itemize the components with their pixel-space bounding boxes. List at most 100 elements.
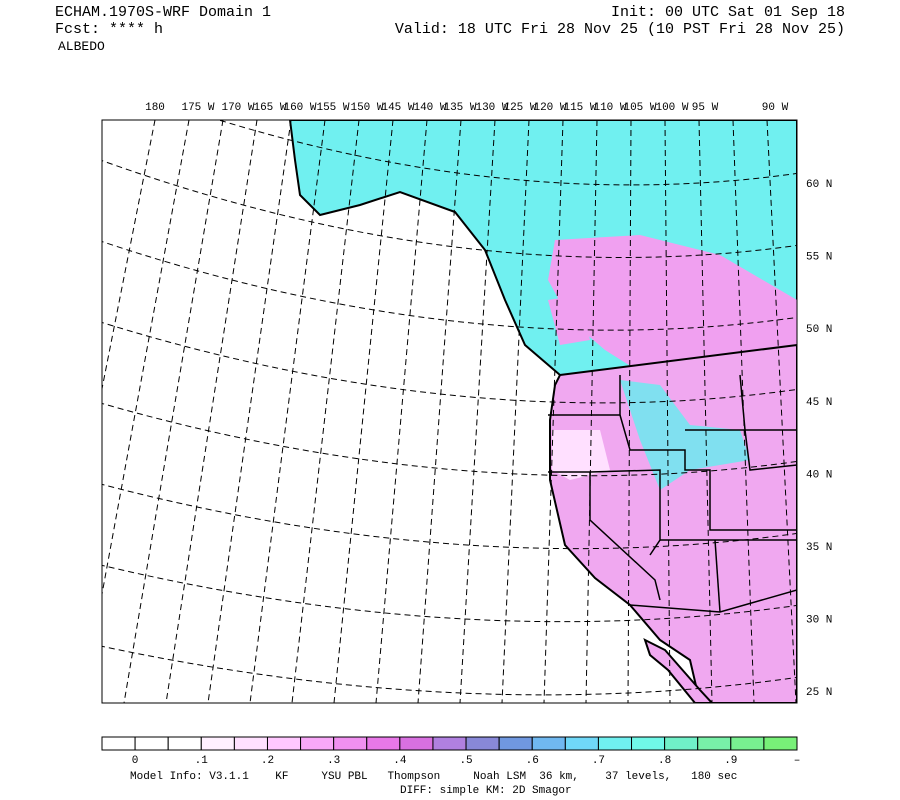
meridian <box>417 120 462 703</box>
colorbar-swatch <box>763 736 798 751</box>
lat-label: 55 N <box>806 252 832 264</box>
lon-label: 155 W <box>316 102 349 114</box>
colorbar-swatch <box>266 736 302 751</box>
colorbar-label: .3 <box>327 755 340 767</box>
meridian <box>291 120 360 703</box>
colorbar-swatch <box>597 736 633 751</box>
meridian <box>766 120 797 703</box>
colorbar-label: .4 <box>393 755 407 767</box>
lon-label: 140 W <box>413 102 446 114</box>
lon-label: 120 W <box>533 102 566 114</box>
colorbar-swatch <box>531 736 566 751</box>
parallel <box>102 483 797 550</box>
lon-label: 110 W <box>593 102 626 114</box>
footer: Model Info: V3.1.1 KF YSU PBL Thompson N… <box>130 771 737 783</box>
lon-label: 135 W <box>443 102 476 114</box>
lat-label: 60 N <box>806 179 832 191</box>
map-frame <box>101 119 798 704</box>
colorbar-swatch <box>200 736 235 751</box>
lon-label: 125 W <box>503 102 536 114</box>
colorbar-swatch <box>134 736 169 751</box>
lon-label: 165 W <box>253 102 286 114</box>
colorbar-label: 0 <box>132 755 139 767</box>
border <box>714 539 721 613</box>
lon-label: 90 W <box>762 102 789 114</box>
lat-label: 30 N <box>806 615 832 627</box>
parallel <box>102 564 797 623</box>
footer: DIFF: simple KM: 2D Smagor <box>400 785 572 797</box>
graticule <box>102 120 797 703</box>
baja <box>643 638 714 703</box>
parallel <box>102 402 797 477</box>
colorbar-swatch <box>631 736 666 751</box>
colorbar-swatch <box>432 736 467 751</box>
lat-label: 45 N <box>806 397 832 409</box>
lon-label: 130 W <box>475 102 508 114</box>
header-left: Fcst: **** h <box>55 21 163 38</box>
border <box>685 429 797 471</box>
lon-label: 95 W <box>692 102 719 114</box>
meridian <box>333 120 394 703</box>
colorbar-swatch <box>697 736 732 751</box>
colorbar-swatch <box>300 736 335 751</box>
lon-label: 105 W <box>623 102 656 114</box>
lat-label: 50 N <box>806 324 832 336</box>
lon-label: 160 W <box>283 102 316 114</box>
parallel <box>102 321 797 404</box>
parallel <box>102 240 797 331</box>
colorbar-swatch <box>101 736 136 751</box>
header-right: Init: 00 UTC Sat 01 Sep 18 <box>611 4 845 21</box>
meridian <box>585 120 598 703</box>
colorbar-label: .2 <box>261 755 274 767</box>
colorbar-label: – <box>794 755 801 767</box>
land-us-snow <box>620 380 750 490</box>
border <box>619 414 797 531</box>
meridian <box>459 120 496 703</box>
colorbar-swatch <box>564 736 599 751</box>
land-us-light <box>552 430 610 480</box>
colorbar-label: .6 <box>526 755 539 767</box>
lat-label: 35 N <box>806 542 832 554</box>
meridian <box>664 120 671 703</box>
map <box>101 119 798 704</box>
colorbar-swatch <box>233 736 268 751</box>
colorbar-swatch <box>465 736 500 751</box>
lon-label: 175 W <box>181 102 214 114</box>
header-left: ALBEDO <box>58 39 105 54</box>
lon-label: 150 W <box>350 102 383 114</box>
colorbar-swatch <box>399 736 434 751</box>
header-right: Valid: 18 UTC Fri 28 Nov 25 (10 PST Fri … <box>395 21 845 38</box>
lon-label: 145 W <box>381 102 414 114</box>
land-interior <box>548 295 590 345</box>
lon-label: 115 W <box>563 102 596 114</box>
lon-label: 100 W <box>655 102 688 114</box>
meridian <box>375 120 428 703</box>
parallel <box>102 160 797 258</box>
colorbar-swatch <box>167 736 202 751</box>
state-borders <box>548 374 797 613</box>
meridian <box>732 120 755 703</box>
colorbar-label: .1 <box>195 755 209 767</box>
colorbar-label: .9 <box>724 755 737 767</box>
colorbar-label: .5 <box>459 755 472 767</box>
colorbar-label: .8 <box>658 755 671 767</box>
lon-label: 180 <box>145 102 165 114</box>
meridian <box>207 120 292 703</box>
meridian <box>165 120 258 703</box>
colorbar-swatch <box>498 736 533 751</box>
meridian <box>543 120 564 703</box>
lat-label: 25 N <box>806 687 832 699</box>
meridian <box>123 120 224 703</box>
lat-label: 40 N <box>806 469 832 481</box>
land-interior <box>548 235 797 372</box>
lon-label: 170 W <box>221 102 254 114</box>
colorbar-swatch <box>730 736 765 751</box>
border <box>548 471 661 601</box>
colorbar-swatch <box>366 736 401 751</box>
header-left: ECHAM.1970S-WRF Domain 1 <box>55 4 271 21</box>
colorbar-label: .7 <box>592 755 605 767</box>
colorbar-swatch <box>333 736 368 751</box>
meridian <box>249 120 326 703</box>
parallel <box>102 645 797 696</box>
